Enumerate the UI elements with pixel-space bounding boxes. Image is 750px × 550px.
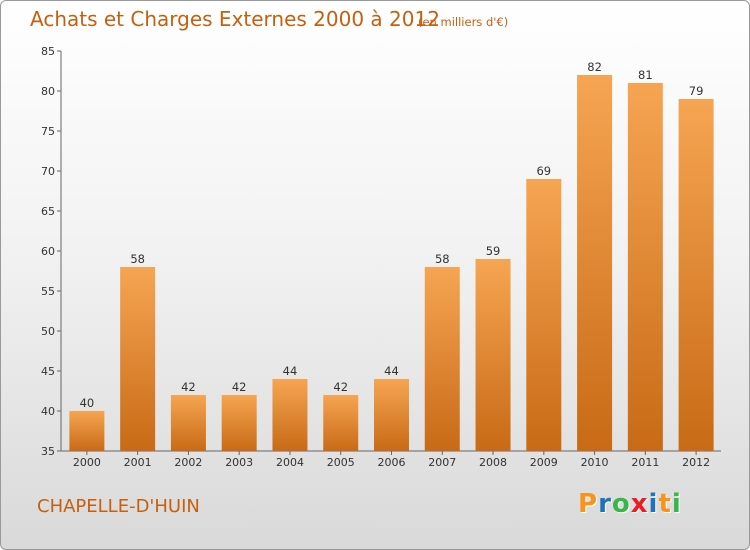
y-tick-label: 50 [41, 325, 55, 338]
bar [272, 379, 308, 451]
y-tick-label: 75 [41, 125, 55, 138]
x-tick-label: 2004 [276, 456, 304, 469]
chart-subtitle: (en milliers d'€) [418, 15, 509, 29]
y-tick-label: 60 [41, 245, 55, 258]
bar-value-label: 42 [232, 380, 247, 394]
logo-letter: x [630, 489, 649, 519]
bar [69, 411, 105, 451]
bar [526, 179, 562, 451]
x-tick-label: 2007 [428, 456, 456, 469]
bar [221, 395, 257, 451]
y-tick-label: 40 [41, 405, 55, 418]
y-tick-label: 35 [41, 445, 55, 458]
x-tick-label: 2011 [631, 456, 659, 469]
x-tick-label: 2001 [124, 456, 152, 469]
bar [678, 99, 714, 451]
y-tick-label: 85 [41, 45, 55, 58]
bar [323, 395, 359, 451]
x-tick-label: 2000 [73, 456, 101, 469]
y-tick-label: 80 [41, 85, 55, 98]
x-tick-label: 2010 [581, 456, 609, 469]
y-tick-label: 65 [41, 205, 55, 218]
bar [627, 83, 663, 451]
logo-letter: P [578, 489, 599, 519]
bar [374, 379, 409, 451]
commune-name: CHAPELLE-D'HUIN [37, 496, 200, 517]
logo-letter: i [648, 489, 659, 519]
x-tick-label: 2009 [530, 456, 558, 469]
x-tick-label: 2008 [479, 456, 507, 469]
bar-value-label: 40 [80, 396, 95, 410]
logo-letter: t [658, 489, 672, 519]
x-tick-label: 2005 [327, 456, 355, 469]
bar-value-label: 58 [435, 252, 450, 266]
bar-value-label: 69 [536, 164, 551, 178]
bar [120, 267, 156, 451]
x-tick-label: 2003 [225, 456, 253, 469]
bar-value-label: 59 [486, 244, 501, 258]
bar-value-label: 79 [689, 84, 704, 98]
logo-letter: i [671, 489, 682, 519]
labels: 40 58 42 42 44 42 44 58 59 69 82 81 79 [80, 60, 704, 410]
bar-value-label: 81 [638, 68, 653, 82]
bar-value-label: 58 [130, 252, 145, 266]
x-tick-label: 2006 [378, 456, 406, 469]
bar [475, 259, 511, 451]
bar-value-label: 42 [333, 380, 348, 394]
x-tick-label: 2002 [174, 456, 202, 469]
bar [424, 267, 460, 451]
y-tick-label: 55 [41, 285, 55, 298]
axes: 35 40 45 50 55 60 65 70 75 80 85 2000 2001 2002 2003 20… [41, 45, 721, 469]
y-tick-label: 45 [41, 365, 55, 378]
bar-value-label: 42 [181, 380, 196, 394]
y-tick-label: 70 [41, 165, 55, 178]
proxiti-logo: Proxiti [578, 489, 682, 519]
x-tick-label: 2012 [682, 456, 710, 469]
bar-value-label: 44 [283, 364, 298, 378]
logo-letter: o [611, 489, 631, 519]
bar-value-label: 82 [587, 60, 602, 74]
bar [577, 75, 613, 451]
bar [170, 395, 206, 451]
logo-letter: r [598, 489, 612, 519]
bar-value-label: 44 [384, 364, 399, 378]
bars [69, 75, 714, 451]
chart-title: Achats et Charges Externes 2000 à 2012 [30, 7, 440, 31]
